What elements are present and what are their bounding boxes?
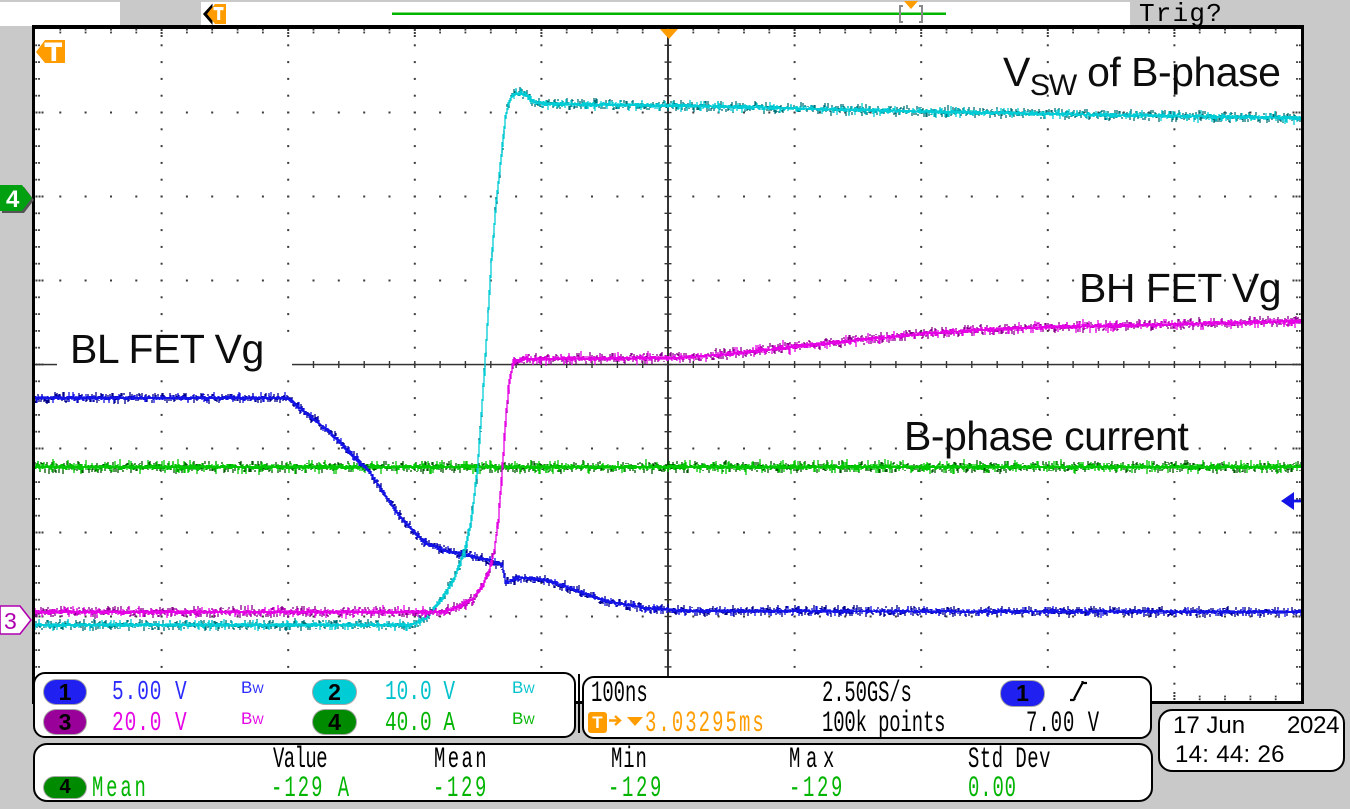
svg-text:4: 4 [6,186,20,213]
svg-text:3: 3 [4,608,17,634]
